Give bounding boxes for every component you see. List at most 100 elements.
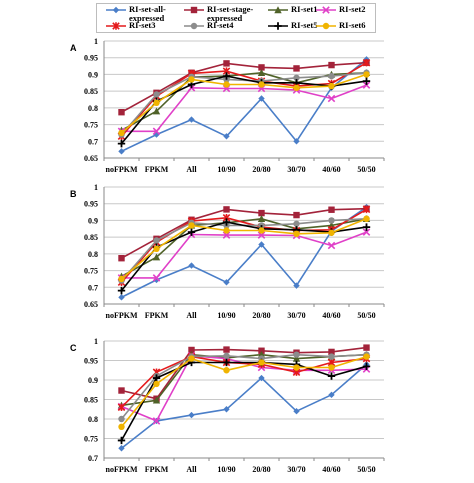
data-point: [362, 77, 371, 85]
data-point: [258, 95, 265, 102]
data-point: [257, 215, 266, 222]
data-point: [363, 215, 370, 222]
data-point: [257, 69, 266, 76]
data-point: [258, 241, 265, 248]
x-tick-label: 30/70: [287, 165, 305, 174]
series-line: [121, 218, 367, 278]
y-tick-label: 0.8: [88, 250, 98, 259]
x-tick-label: 40/60: [322, 465, 340, 474]
data-point: [118, 129, 125, 137]
y-tick-label: 0.65: [84, 154, 98, 163]
data-point: [152, 253, 161, 261]
data-point: [118, 294, 125, 301]
data-point: [118, 255, 125, 262]
data-point: [293, 65, 300, 72]
x-tick-label: noFPKM: [106, 465, 138, 474]
data-point: [293, 282, 300, 289]
y-tick-label: 1: [94, 37, 98, 46]
y-tick-label: 0.75: [84, 267, 98, 276]
data-point: [118, 445, 125, 452]
data-point: [223, 406, 230, 413]
data-point: [363, 344, 370, 351]
data-point: [188, 116, 195, 123]
y-tick-label: 0.95: [84, 54, 98, 63]
series-line: [121, 207, 367, 259]
legend-swatch-marker: [274, 6, 282, 14]
x-tick-label: FPKM: [145, 165, 169, 174]
y-tick-label: 0.9: [88, 376, 98, 385]
data-point: [328, 348, 335, 356]
data-point: [327, 241, 336, 250]
series-line: [120, 361, 367, 441]
x-tick-label: 20/80: [252, 165, 270, 174]
y-tick-label: 0.85: [84, 233, 98, 242]
chart-panel-b: B 0.65 0.7 0.75 0.8 0.85 0.9 0.95 1 noFPKM FPKM All…: [70, 183, 385, 320]
data-point: [293, 408, 300, 415]
x-tick-label: 10/90: [217, 165, 235, 174]
x-tick-label: 40/60: [322, 165, 340, 174]
legend-swatch: [106, 6, 126, 14]
legend-label: RI-set-stage- expressed: [207, 4, 254, 23]
data-point: [362, 223, 371, 231]
series-line: [121, 206, 367, 299]
data-point: [152, 127, 161, 136]
data-point: [222, 72, 231, 80]
data-point: [363, 71, 370, 78]
y-tick-label: 0.75: [84, 121, 98, 130]
legend-swatch-marker: [322, 6, 330, 14]
legend-swatch: [184, 22, 204, 30]
data-point: [117, 286, 126, 295]
data-point: [293, 74, 300, 81]
data-point: [117, 403, 126, 412]
data-point: [152, 274, 161, 282]
x-tick-label: 10/90: [217, 311, 235, 320]
chart-panel-a: A 0.65 0.7 0.75 0.8 0.85 0.9 0.95 1 noFPKM FPKM All…: [70, 37, 385, 174]
x-tick-label: 50/50: [357, 311, 375, 320]
y-tick-label: 0.8: [88, 104, 98, 113]
series-line: [121, 84, 367, 133]
series-line: [120, 73, 367, 134]
legend-label: RI-set-all- expressed: [129, 4, 166, 23]
legend: RI-set-all- expressed RI-set-stage- expre…: [96, 3, 376, 33]
data-point: [328, 217, 335, 224]
data-point: [222, 358, 231, 367]
legend-label: RI-set6: [339, 20, 366, 30]
legend-swatch-marker: [274, 22, 282, 30]
data-point: [362, 362, 371, 371]
data-point: [258, 374, 265, 382]
data-point: [117, 436, 126, 445]
series-line: [121, 231, 367, 279]
data-point: [152, 417, 161, 425]
data-point: [117, 139, 126, 148]
data-point: [293, 84, 300, 92]
y-tick-label: 0.65: [84, 300, 98, 309]
y-tick-label: 0.85: [84, 396, 98, 405]
data-point: [153, 276, 160, 284]
x-tick-label: 40/60: [322, 311, 340, 320]
data-point: [223, 206, 230, 213]
data-point: [328, 353, 335, 360]
data-point: [118, 423, 125, 430]
data-point: [187, 228, 196, 236]
x-tick-label: 20/80: [252, 311, 270, 320]
data-point: [118, 275, 125, 283]
legend-swatch-marker: [112, 6, 120, 14]
y-tick-label: 0.85: [84, 87, 98, 96]
data-point: [362, 81, 371, 89]
data-point: [223, 133, 230, 140]
x-tick-label: FPKM: [145, 465, 169, 474]
data-point: [153, 237, 160, 244]
x-tick-label: All: [186, 165, 197, 174]
legend-swatch: [316, 22, 336, 30]
x-tick-label: 50/50: [357, 165, 375, 174]
data-point: [223, 367, 230, 374]
y-tick-label: 0.7: [88, 283, 98, 292]
legend-label: RI-set3: [129, 20, 156, 30]
legend-swatch: [106, 22, 126, 30]
data-point: [328, 391, 335, 399]
y-tick-label: 0.75: [84, 435, 98, 444]
data-point: [293, 364, 300, 371]
data-point: [153, 380, 160, 388]
data-point: [362, 58, 371, 67]
y-tick-label: 0.7: [88, 454, 98, 463]
